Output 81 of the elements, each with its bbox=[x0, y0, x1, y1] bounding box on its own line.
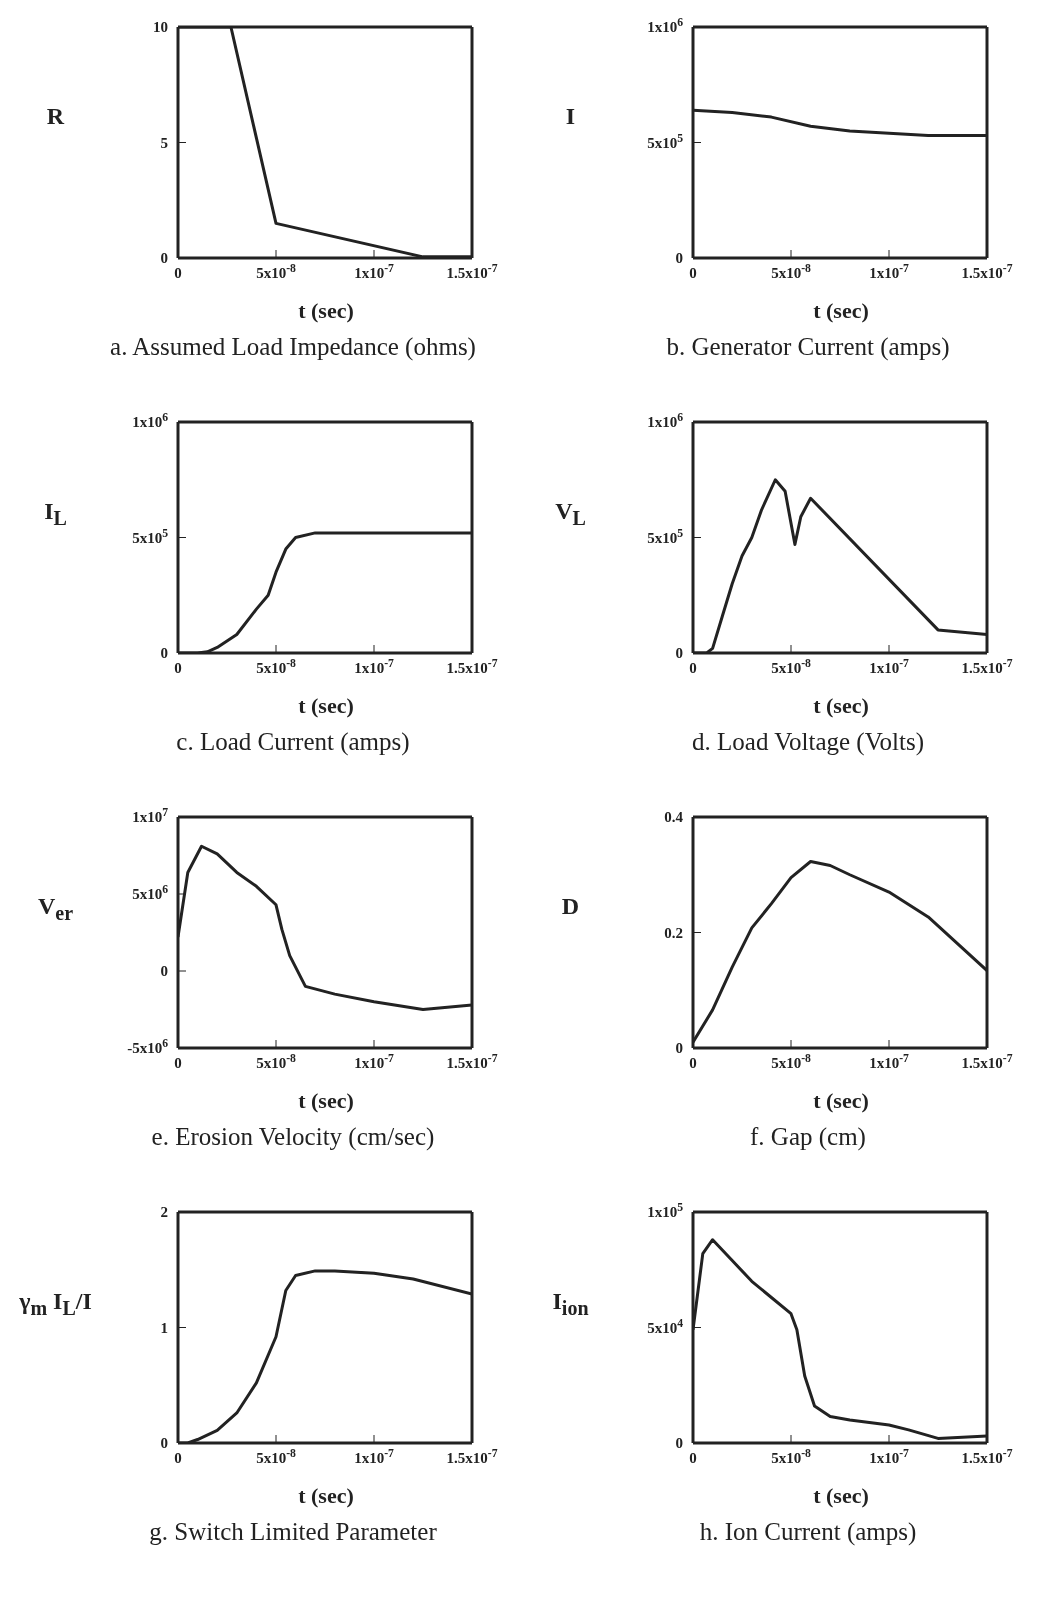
x-tick-label: 5x10$^{-8}$ bbox=[256, 1446, 297, 1466]
x-tick-label: 1x10$^{-7}$ bbox=[354, 261, 395, 281]
x-tick-label: 1.5x10$^{-7}$ bbox=[961, 1446, 1013, 1466]
text: a. Assumed Load Impedance (ohms) bbox=[109, 333, 477, 361]
y-tick-label: 0.4 bbox=[664, 809, 684, 825]
y-tick-label: 1 bbox=[160, 1319, 168, 1336]
x-tick-label: 0 bbox=[174, 1450, 182, 1466]
x-tick-label: 1.5x10$^{-7}$ bbox=[446, 261, 498, 281]
text: b. Generator Current (amps) bbox=[665, 333, 951, 361]
y-axis-title: R bbox=[45, 103, 66, 130]
x-tick-label: 5x10$^{-8}$ bbox=[256, 656, 297, 676]
y-tick-label: 1x10$^{6}$ bbox=[132, 410, 169, 430]
y-tick-label: 1x10$^{7}$ bbox=[132, 805, 169, 825]
x-tick-label: 1x10$^{-7}$ bbox=[354, 1051, 395, 1071]
text: f. Gap (cm) bbox=[749, 1123, 867, 1151]
x-axis-title: t (sec) bbox=[812, 1483, 870, 1509]
y-tick-label: 10 bbox=[153, 19, 168, 35]
x-tick-label: 1x10$^{-7}$ bbox=[354, 1446, 395, 1466]
y-tick-label: -5x10$^{6}$ bbox=[127, 1036, 169, 1056]
y-tick-label: 5x10$^{5}$ bbox=[647, 131, 684, 151]
y-axis-title: I bbox=[564, 103, 577, 130]
x-tick-label: 1.5x10$^{-7}$ bbox=[446, 656, 498, 676]
text: d. Load Voltage (Volts) bbox=[691, 728, 925, 756]
x-tick-label: 1x10$^{-7}$ bbox=[869, 1051, 910, 1071]
text: e. Erosion Velocity (cm/sec) bbox=[150, 1123, 436, 1151]
y-tick-label: 0 bbox=[160, 1435, 168, 1451]
y-axis-title: V$_{L}$ bbox=[554, 498, 587, 530]
y-tick-label: 0 bbox=[160, 645, 168, 661]
y-tick-label: 0 bbox=[675, 250, 683, 266]
x-axis-title: t (sec) bbox=[812, 1088, 870, 1114]
x-tick-label: 0 bbox=[689, 265, 697, 281]
y-tick-label: 5 bbox=[160, 134, 168, 151]
x-tick-label: 0 bbox=[174, 1055, 182, 1071]
x-axis-title: t (sec) bbox=[297, 298, 355, 324]
x-axis-title: t (sec) bbox=[297, 693, 355, 719]
x-tick-label: 1x10$^{-7}$ bbox=[869, 656, 910, 676]
y-tick-label: 5x10$^{5}$ bbox=[647, 526, 684, 546]
x-tick-label: 5x10$^{-8}$ bbox=[771, 1051, 812, 1071]
x-tick-label: 1.5x10$^{-7}$ bbox=[961, 656, 1013, 676]
x-axis-title: t (sec) bbox=[297, 1483, 355, 1509]
x-tick-label: 1x10$^{-7}$ bbox=[354, 656, 395, 676]
y-tick-label: 0.2 bbox=[664, 924, 683, 941]
y-axis-title: I$_{L}$ bbox=[43, 498, 68, 530]
x-tick-label: 1.5x10$^{-7}$ bbox=[446, 1446, 498, 1466]
y-tick-label: 0 bbox=[160, 250, 168, 266]
x-axis-title: t (sec) bbox=[812, 298, 870, 324]
x-tick-label: 5x10$^{-8}$ bbox=[256, 261, 297, 281]
y-tick-label: 1x10$^{6}$ bbox=[647, 410, 684, 430]
y-axis-title: γ$_{m}$ I$_{L}$/I bbox=[18, 1288, 93, 1320]
y-tick-label: 0 bbox=[160, 963, 168, 979]
y-tick-label: 1x10$^{6}$ bbox=[647, 15, 684, 35]
y-axis-title: V$_{er}$ bbox=[36, 893, 75, 925]
y-tick-label: 0 bbox=[675, 1040, 683, 1056]
x-tick-label: 1.5x10$^{-7}$ bbox=[961, 1051, 1013, 1071]
x-tick-label: 0 bbox=[689, 660, 697, 676]
x-tick-label: 5x10$^{-8}$ bbox=[256, 1051, 297, 1071]
x-tick-label: 0 bbox=[689, 1055, 697, 1071]
x-tick-label: 0 bbox=[174, 265, 182, 281]
x-tick-label: 5x10$^{-8}$ bbox=[771, 1446, 812, 1466]
text: c. Load Current (amps) bbox=[175, 728, 411, 756]
y-axis-title: I$_{ion}$ bbox=[551, 1288, 590, 1320]
text: g. Switch Limited Parameter bbox=[148, 1518, 438, 1546]
x-tick-label: 1x10$^{-7}$ bbox=[869, 261, 910, 281]
y-tick-label: 5x10$^{6}$ bbox=[132, 882, 169, 902]
y-axis-title: D bbox=[560, 893, 581, 920]
x-axis-title: t (sec) bbox=[297, 1088, 355, 1114]
y-tick-label: 5x10$^{4}$ bbox=[647, 1316, 684, 1336]
text: h. Ion Current (amps) bbox=[698, 1518, 918, 1546]
y-tick-label: 1x10$^{5}$ bbox=[647, 1200, 684, 1220]
y-tick-label: 0 bbox=[675, 1435, 683, 1451]
x-axis-title: t (sec) bbox=[812, 693, 870, 719]
x-tick-label: 5x10$^{-8}$ bbox=[771, 656, 812, 676]
y-tick-label: 2 bbox=[160, 1204, 168, 1220]
x-tick-label: 1.5x10$^{-7}$ bbox=[961, 261, 1013, 281]
x-tick-label: 1x10$^{-7}$ bbox=[869, 1446, 910, 1466]
y-tick-label: 5x10$^{5}$ bbox=[132, 526, 169, 546]
x-tick-label: 0 bbox=[174, 660, 182, 676]
x-tick-label: 1.5x10$^{-7}$ bbox=[446, 1051, 498, 1071]
x-tick-label: 5x10$^{-8}$ bbox=[771, 261, 812, 281]
y-tick-label: 0 bbox=[675, 645, 683, 661]
x-tick-label: 0 bbox=[689, 1450, 697, 1466]
